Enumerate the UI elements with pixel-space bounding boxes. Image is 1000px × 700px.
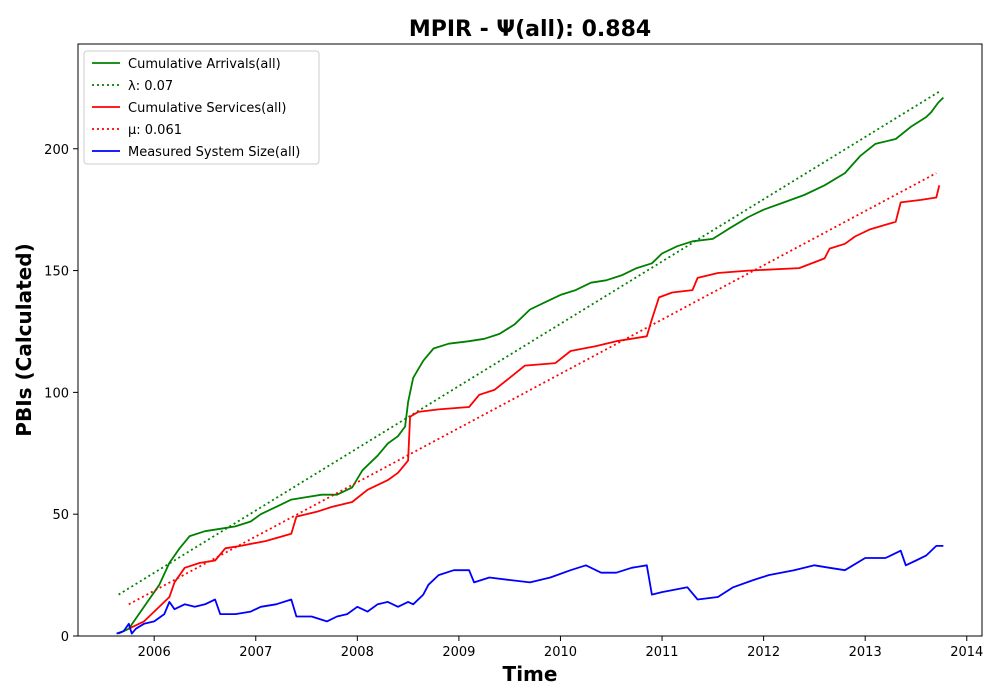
y-axis-label: PBIs (Calculated)	[12, 243, 36, 436]
x-tick-label-5: 2011	[645, 645, 678, 660]
chart-title: MPIR - Ψ(all): 0.884	[409, 17, 651, 42]
series-line-0	[118, 96, 945, 635]
x-tick-label-1: 2007	[239, 645, 272, 660]
legend: Cumulative Arrivals(all) λ: 0.07 Cumulativ…	[83, 50, 320, 165]
legend-entry-0: Cumulative Arrivals(all)	[128, 57, 281, 72]
x-tick-label-2: 2008	[341, 645, 374, 660]
series-line-2	[128, 185, 941, 630]
series-layer	[116, 89, 945, 635]
y-tick-label-0: 0	[61, 630, 69, 645]
x-tick-label-6: 2012	[747, 645, 780, 660]
x-axis-label: Time	[503, 662, 558, 686]
series-line-4	[116, 545, 944, 635]
y-tick-label-2: 100	[44, 386, 69, 401]
x-tick-label-4: 2010	[544, 645, 577, 660]
legend-entry-4: Measured System Size(all)	[128, 145, 300, 160]
y-tick-label-3: 150	[44, 265, 69, 280]
legend-entry-3: μ: 0.061	[128, 123, 182, 138]
x-tick-label-0: 2006	[138, 645, 171, 660]
x-tick-label-8: 2014	[950, 645, 983, 660]
y-tick-label-1: 50	[52, 508, 69, 523]
legend-box	[83, 50, 320, 165]
x-tick-label-3: 2009	[442, 645, 475, 660]
legend-entry-1: λ: 0.07	[128, 79, 173, 94]
legend-entry-2: Cumulative Services(all)	[128, 101, 286, 116]
y-tick-label-4: 200	[44, 143, 69, 158]
y-axis-ticks: 0 50 100 150 200	[44, 143, 78, 645]
series-line-1	[118, 89, 942, 596]
x-axis-ticks: 2006 2007 2008 2009 2010 2011 2012 2013 2014	[138, 636, 983, 660]
x-tick-label-7: 2013	[849, 645, 882, 660]
